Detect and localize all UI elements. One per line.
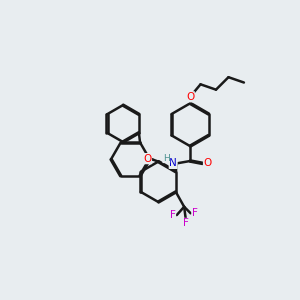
Text: O: O: [186, 92, 194, 102]
Text: O: O: [143, 154, 152, 164]
Text: N: N: [169, 158, 177, 168]
Text: H: H: [163, 154, 170, 163]
Text: F: F: [192, 208, 198, 218]
Text: F: F: [169, 210, 175, 220]
Text: O: O: [203, 158, 212, 168]
Text: F: F: [183, 218, 189, 228]
